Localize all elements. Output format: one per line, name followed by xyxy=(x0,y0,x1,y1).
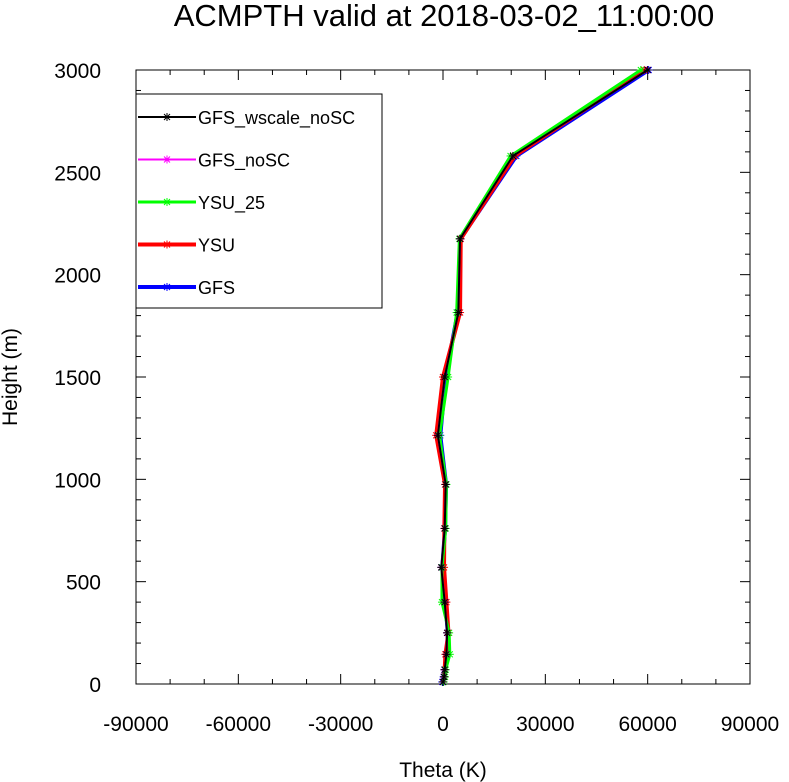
data-point xyxy=(439,677,447,686)
legend-item-YSU: YSU xyxy=(138,236,235,256)
plot-area xyxy=(135,66,751,686)
data-point xyxy=(440,665,449,674)
legend-items: GFS_wscale_noSC GFS_noSC YSU_25 YSU GFS xyxy=(138,108,355,298)
x-tick-label: 30000 xyxy=(516,713,574,736)
y-tick-label: 0 xyxy=(89,674,101,697)
legend-label: YSU_25 xyxy=(198,193,265,214)
legend-label: GFS_noSC xyxy=(198,151,290,172)
series-line xyxy=(436,69,649,683)
series-line xyxy=(438,68,642,683)
x-tick-labels: -90000 -60000 -30000 0 30000 60000 90000 xyxy=(103,713,779,736)
y-tick-labels: 0 500 1000 1500 2000 2500 3000 xyxy=(54,60,101,697)
chart-title: ACMPTH valid at 2018-03-02_11:00:00 xyxy=(174,0,715,33)
legend-label: GFS xyxy=(198,278,235,298)
x-tick-label: 0 xyxy=(437,713,449,736)
data-point xyxy=(440,598,449,607)
x-tick-label: 60000 xyxy=(618,713,676,736)
data-point xyxy=(456,234,465,243)
data-point xyxy=(442,650,451,659)
data-point xyxy=(508,151,517,160)
data-point xyxy=(433,431,442,440)
legend-item-GFS: GFS xyxy=(138,278,235,298)
legend-item-GFS_wscale_noSC: GFS_wscale_noSC xyxy=(138,108,355,129)
x-axis-label: Theta (K) xyxy=(399,759,487,782)
legend-item-YSU_25: YSU_25 xyxy=(138,193,265,214)
data-point xyxy=(454,308,463,317)
series-line xyxy=(436,69,649,683)
y-tick-label: 2500 xyxy=(54,162,101,185)
x-tick-label: -30000 xyxy=(308,713,373,736)
data-point xyxy=(441,480,450,489)
y-tick-label: 3000 xyxy=(54,60,101,83)
y-tick-label: 1500 xyxy=(54,367,101,390)
data-point xyxy=(440,524,449,533)
x-tick-label: -60000 xyxy=(206,713,271,736)
legend-label: YSU xyxy=(198,236,235,256)
legend-label: GFS_wscale_noSC xyxy=(198,108,355,129)
series-GFS_noSC xyxy=(433,66,652,686)
series-line xyxy=(434,68,646,683)
series-GFS xyxy=(436,66,653,686)
legend-item-GFS_noSC: GFS_noSC xyxy=(138,151,290,172)
y-tick-label: 2000 xyxy=(54,265,101,288)
y-tick-label: 1000 xyxy=(54,469,101,492)
data-point xyxy=(643,66,652,74)
y-tick-label: 500 xyxy=(66,572,101,595)
series-YSU xyxy=(432,66,649,686)
legend: GFS_wscale_noSC GFS_noSC YSU_25 YSU GFS xyxy=(135,93,383,309)
data-point xyxy=(440,373,449,381)
x-tick-label: 90000 xyxy=(721,713,779,736)
series-YSU_25 xyxy=(435,66,645,686)
x-tick-label: -90000 xyxy=(103,713,168,736)
series-GFS_wscale_noSC xyxy=(433,66,652,686)
data-point xyxy=(443,628,452,637)
data-point xyxy=(437,563,446,572)
series-line xyxy=(438,68,650,683)
series-group xyxy=(432,66,653,686)
y-axis-label: Height (m) xyxy=(0,328,22,426)
data-point xyxy=(440,672,449,681)
